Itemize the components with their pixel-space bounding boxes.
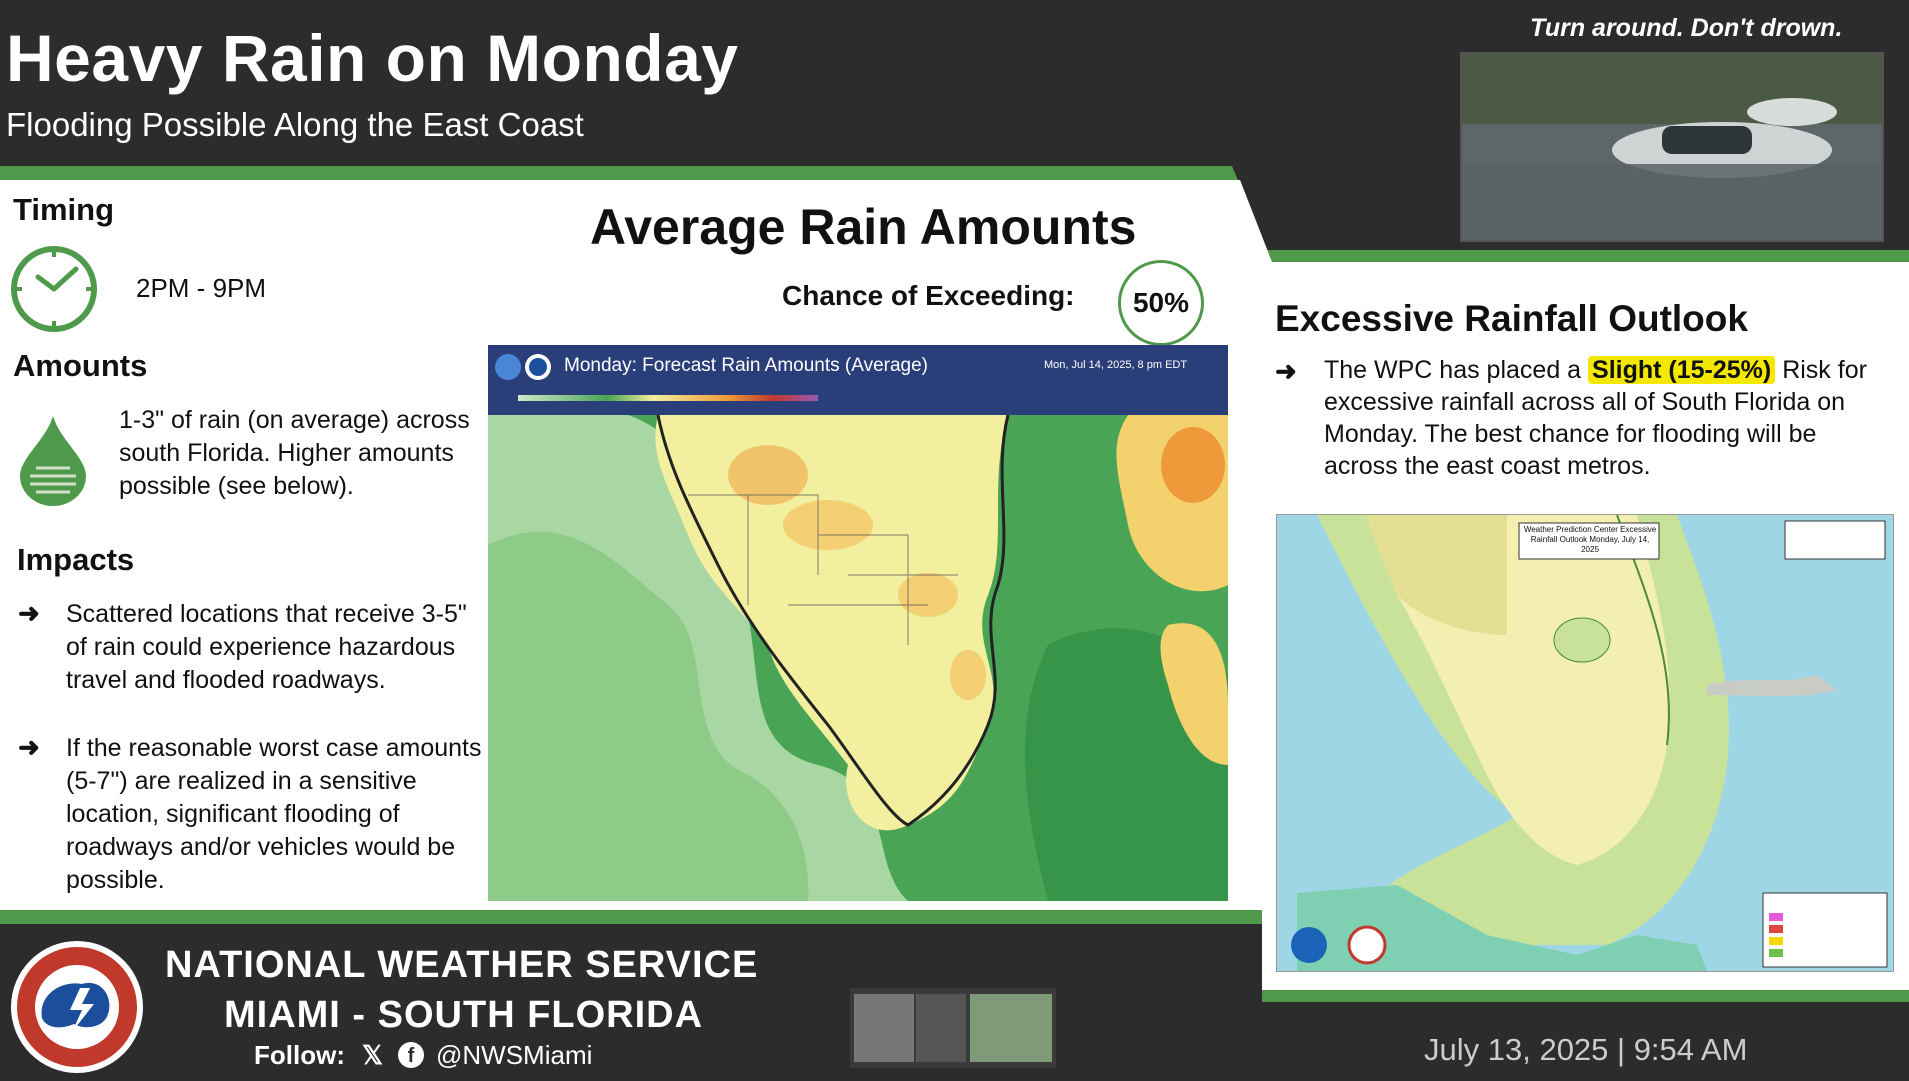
follow-label: Follow: — [254, 1040, 345, 1070]
clock-icon — [8, 243, 100, 340]
amounts-label: Amounts — [13, 348, 148, 383]
arrow-right-icon: ➜ — [1275, 356, 1297, 386]
slight-risk-badge: Slight (15-25%) — [1588, 356, 1776, 384]
impact-item-2: If the reasonable worst case amounts (5-… — [66, 734, 482, 894]
chance-value: 50% — [1118, 260, 1204, 346]
issued-date: July 13, 2025 | 9:54 AM — [1424, 1032, 1748, 1067]
nws-logo — [8, 938, 146, 1081]
org-region: MIAMI - SOUTH FLORIDA — [224, 994, 704, 1036]
ero-text-rest: for excessive rainfall across all of Sou… — [1324, 356, 1867, 480]
thumbnail-images — [850, 988, 1056, 1068]
rain-forecast-map: Monday: Forecast Rain Amounts (Average) … — [488, 345, 1228, 901]
rain-map-title: Average Rain Amounts — [590, 199, 1137, 255]
page-title: Heavy Rain on Monday — [6, 21, 739, 95]
impacts-label: Impacts — [17, 542, 135, 577]
facebook-icon[interactable]: f — [398, 1042, 424, 1068]
amounts-text: 1-3" of rain (on average) across south F… — [119, 406, 470, 500]
impact-item-1: Scattered locations that receive 3-5" of… — [66, 600, 467, 694]
x-twitter-icon[interactable]: 𝕏 — [362, 1040, 383, 1070]
ero-text-before: The WPC has placed a — [1324, 356, 1582, 384]
page-subtitle: Flooding Possible Along the East Coast — [6, 106, 584, 143]
ero-map-header: Weather Prediction Center Excessive Rain… — [1523, 525, 1657, 554]
ero-map: Weather Prediction Center Excessive Rain… — [1276, 514, 1894, 972]
flooded-car-photo — [1460, 52, 1884, 242]
arrow-right-icon: ➜ — [18, 598, 40, 628]
raindrop-icon — [16, 412, 90, 513]
chance-label: Chance of Exceeding: — [782, 280, 1075, 311]
ero-title: Excessive Rainfall Outlook — [1275, 298, 1748, 339]
rain-map-date: Mon, Jul 14, 2025, 8 pm EDT — [1044, 359, 1188, 371]
timing-value: 2PM - 9PM — [136, 273, 267, 303]
rain-map-header: Monday: Forecast Rain Amounts (Average) — [564, 355, 928, 376]
org-name: NATIONAL WEATHER SERVICE — [165, 944, 759, 986]
timing-label: Timing — [13, 192, 115, 227]
arrow-right-icon: ➜ — [18, 732, 40, 762]
ero-text-after: Risk — [1782, 356, 1831, 384]
social-handle[interactable]: @NWSMiami — [436, 1040, 593, 1070]
tagline: Turn around. Don't drown. — [1530, 14, 1843, 42]
